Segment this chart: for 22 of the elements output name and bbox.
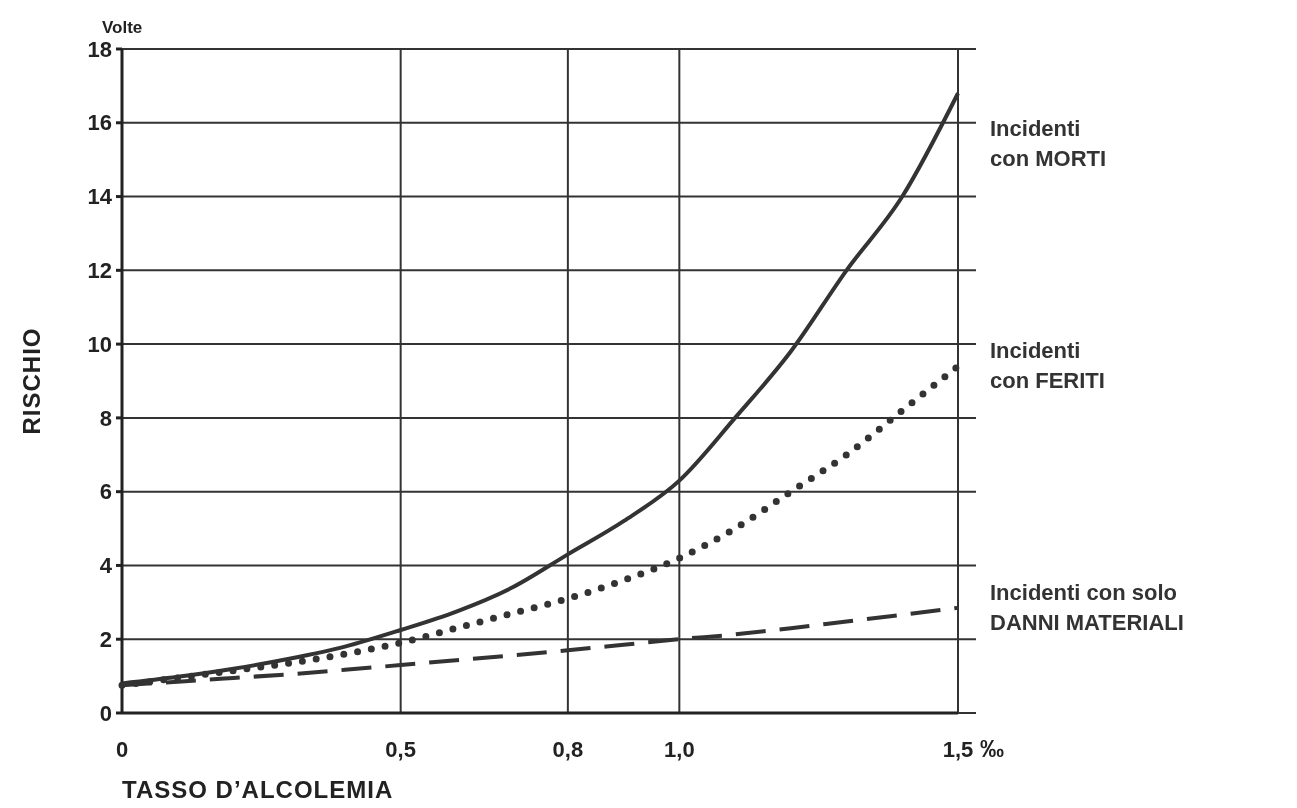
- x-tick-label: 1,5: [942, 737, 974, 762]
- text: ‰: [980, 735, 1004, 762]
- series-label: Incidenti con FERITI: [990, 338, 1105, 394]
- x-tick-label: 0,5: [385, 737, 416, 762]
- y-tick-label: 2: [99, 626, 112, 652]
- y-tick-label: 14: [87, 184, 113, 210]
- y-tick-label: 6: [99, 479, 112, 505]
- series-label: Incidenti con MORTI: [990, 116, 1107, 171]
- y-tick-label: 8: [99, 405, 112, 431]
- text: Volte: [102, 18, 143, 37]
- x-tick-label: 0,8: [552, 737, 584, 762]
- y-tick-label: 18: [87, 36, 112, 62]
- y-tick-label: 16: [87, 110, 112, 136]
- y-tick-label: 0: [99, 700, 112, 726]
- y-tick-label: 4: [99, 553, 113, 579]
- x-tick-label: 1,0: [664, 737, 695, 762]
- y-tick-label: 10: [87, 331, 112, 357]
- series-label: Incidenti con solo DANNI MATERIALI: [990, 579, 1184, 635]
- y-tick-label: 12: [87, 258, 112, 284]
- x-tick-label: 0: [115, 737, 129, 762]
- y-axis-title: RISCHIO: [18, 327, 45, 435]
- x-axis-title: TASSO D’ALCOLEMIA: [122, 776, 394, 803]
